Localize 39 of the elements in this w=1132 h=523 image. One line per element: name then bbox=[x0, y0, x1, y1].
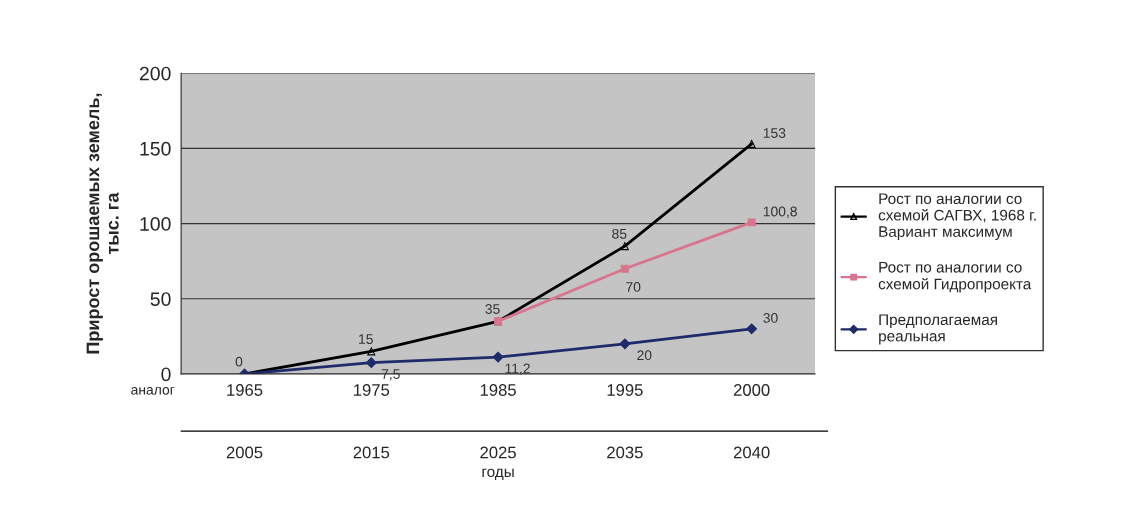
data-label: 153 bbox=[763, 128, 786, 138]
text: аналог bbox=[131, 387, 175, 395]
text: 2025 bbox=[480, 446, 516, 459]
legend-label: Рост по аналогии со схемой Гидропроекта bbox=[878, 261, 1032, 293]
legend-label: Предполагаемая реальная bbox=[879, 314, 997, 345]
data-label: 70 bbox=[626, 282, 641, 292]
x-tick-label: 1965 bbox=[227, 384, 263, 396]
point bbox=[365, 357, 377, 369]
y-axis-title: Прирост орошаемых земель, тыс. га bbox=[86, 93, 119, 354]
point bbox=[620, 242, 629, 251]
data-label: 15 bbox=[359, 334, 373, 345]
x-tick-label: 1995 bbox=[607, 384, 643, 396]
text: 2015 bbox=[353, 446, 390, 459]
x-tick-label: 1975 bbox=[354, 384, 390, 396]
point bbox=[619, 338, 631, 350]
data-label: 11,2 bbox=[505, 363, 530, 375]
legend-label: Рост по аналогии со схемой САГВХ, 1968 г. Вариант максимум bbox=[878, 193, 1036, 241]
point bbox=[492, 351, 504, 363]
point bbox=[620, 264, 629, 273]
point bbox=[746, 323, 758, 335]
data-label: 35 bbox=[485, 304, 500, 314]
data-label: 100,8 bbox=[763, 206, 797, 219]
y-tick-label: 0 bbox=[161, 367, 171, 382]
x-axis-title: годы bbox=[482, 468, 514, 480]
data-label: 20 bbox=[637, 350, 652, 361]
data-label: 0 bbox=[235, 356, 243, 367]
point bbox=[367, 347, 376, 356]
y-tick-label: 200 bbox=[139, 66, 171, 81]
x-tick-label: 2000 bbox=[733, 384, 770, 396]
point bbox=[747, 218, 756, 227]
y-tick-label: 50 bbox=[150, 292, 171, 306]
text: 2040 bbox=[733, 446, 770, 459]
x-tick-label: 1985 bbox=[480, 384, 516, 396]
data-label: 85 bbox=[612, 228, 627, 239]
text: 2005 bbox=[226, 446, 263, 459]
y-tick-label: 150 bbox=[140, 141, 171, 156]
text: 2035 bbox=[607, 446, 643, 459]
y-tick-label: 100 bbox=[140, 217, 171, 231]
data-label: 30 bbox=[763, 313, 778, 323]
